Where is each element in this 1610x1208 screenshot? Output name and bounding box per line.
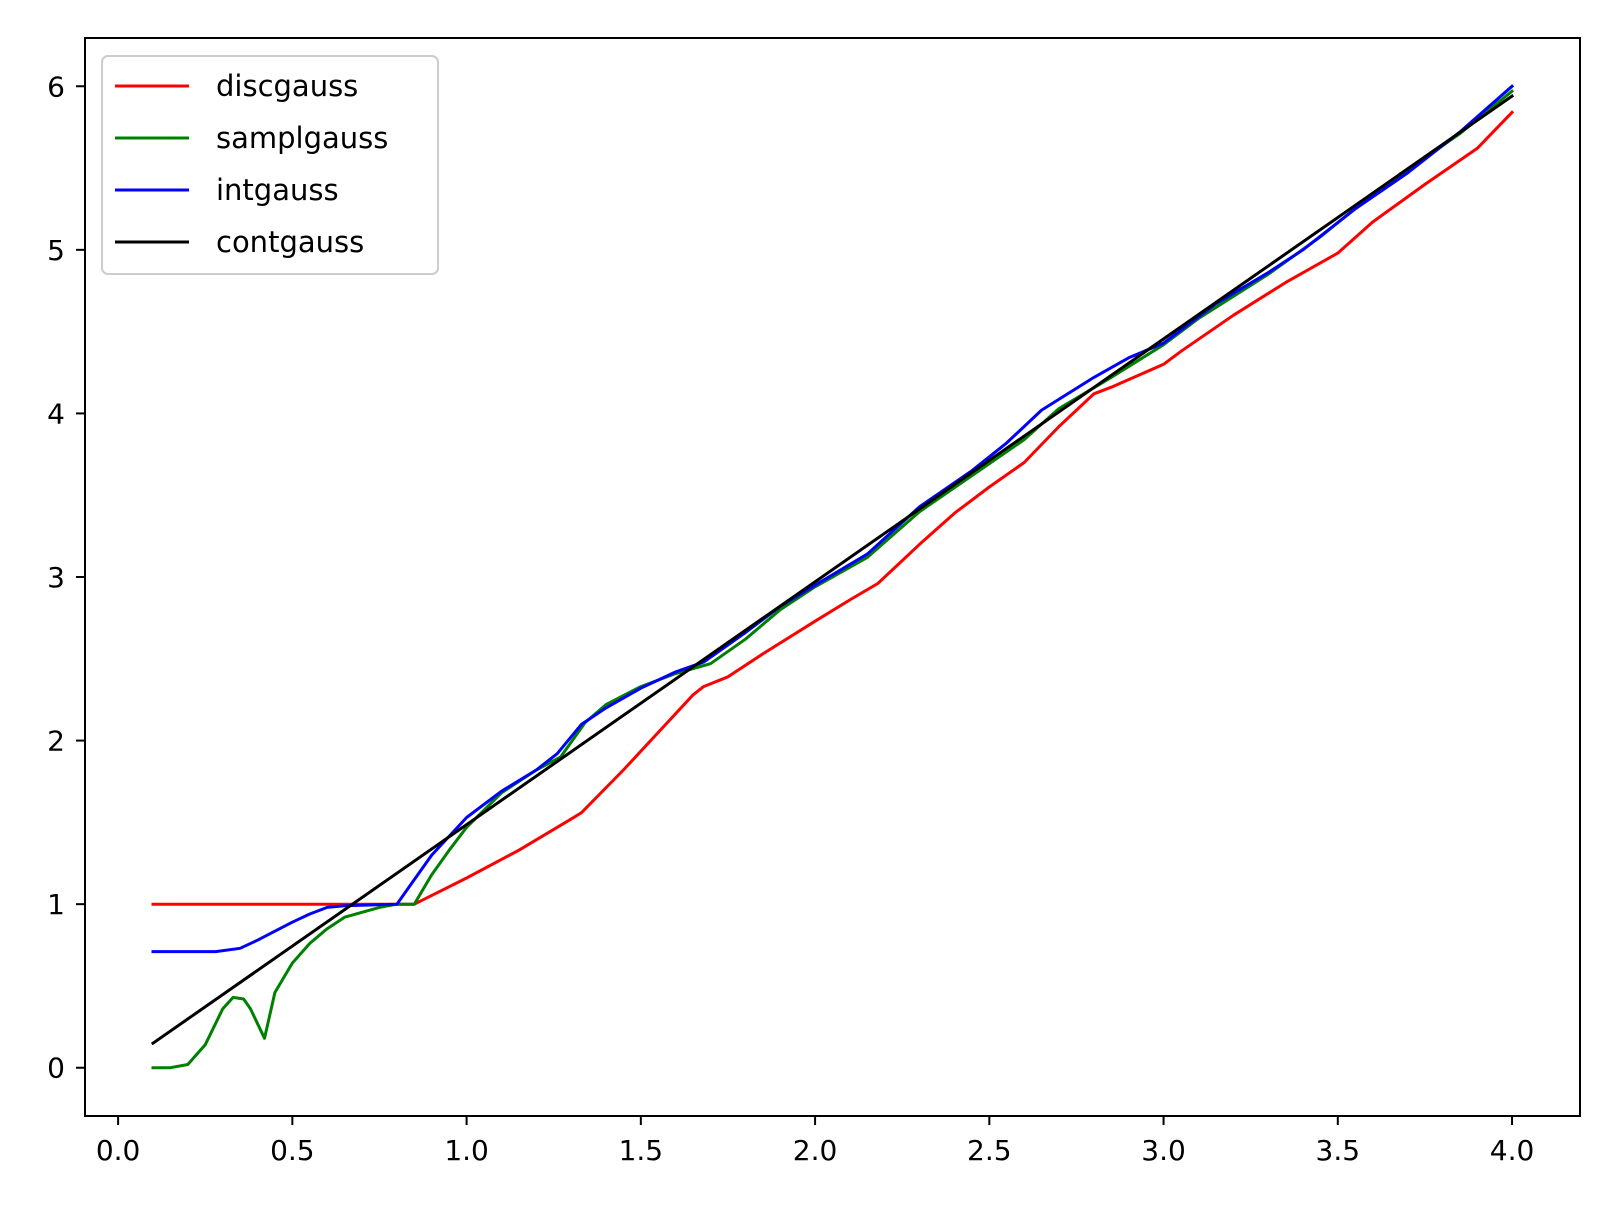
- legend: discgauss samplgauss intgauss contgauss: [101, 55, 439, 275]
- y-tick-label: 6: [47, 70, 65, 103]
- x-tick-label: 3.5: [1316, 1134, 1361, 1167]
- x-tick-label: 3.0: [1141, 1134, 1186, 1167]
- x-tick-label: 1.0: [444, 1134, 489, 1167]
- x-tick-label: 2.5: [967, 1134, 1012, 1167]
- legend-label-samplgauss: samplgauss: [216, 121, 388, 155]
- y-tick-label: 5: [47, 234, 65, 267]
- legend-label-intgauss: intgauss: [216, 173, 339, 207]
- x-tick-label: 0.0: [96, 1134, 141, 1167]
- x-axis: 0.0 0.5 1.0 1.5 2.0 2.5 3.0 3.5 4.0: [96, 1116, 1534, 1167]
- y-tick-label: 1: [47, 888, 65, 921]
- y-tick-label: 3: [47, 561, 65, 594]
- y-tick-label: 4: [47, 397, 65, 430]
- x-tick-label: 1.5: [619, 1134, 664, 1167]
- x-tick-label: 2.0: [793, 1134, 838, 1167]
- series-layer: [150, 84, 1515, 1070]
- legend-label-discgauss: discgauss: [216, 69, 358, 103]
- y-axis: 0 1 2 3 4 5 6: [47, 70, 85, 1085]
- legend-box: [101, 55, 439, 275]
- x-tick-label: 4.0: [1490, 1134, 1535, 1167]
- legend-label-contgauss: contgauss: [216, 225, 364, 259]
- y-tick-label: 0: [47, 1052, 65, 1085]
- y-tick-label: 2: [47, 725, 65, 758]
- series-line-contgauss: [150, 94, 1515, 1046]
- series-line-discgauss: [151, 110, 1515, 906]
- x-tick-label: 0.5: [270, 1134, 315, 1167]
